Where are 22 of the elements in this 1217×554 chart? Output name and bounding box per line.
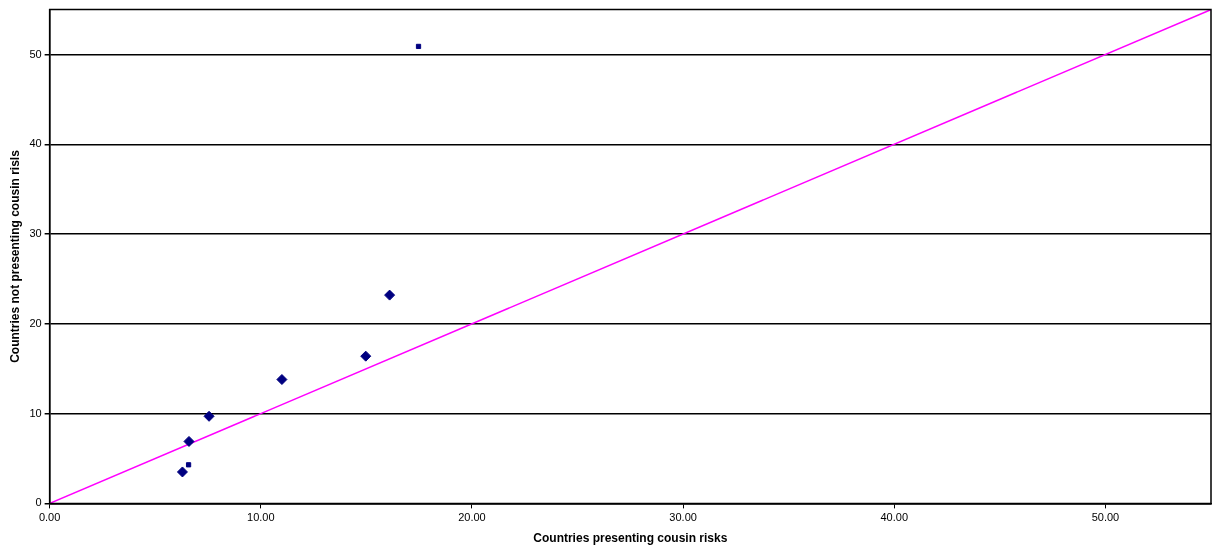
point xyxy=(183,435,195,447)
y-tick-label: 40 xyxy=(29,137,42,150)
x-tick-label: 40.00 xyxy=(880,511,909,524)
point xyxy=(415,43,422,50)
point xyxy=(360,350,372,362)
point xyxy=(276,374,288,385)
x-tick-label: 20.00 xyxy=(458,511,486,524)
x-tick-label: 0.00 xyxy=(38,511,61,524)
y-tick-label: 30 xyxy=(29,227,42,240)
y-tick-label: 50 xyxy=(29,47,42,60)
point xyxy=(384,289,396,301)
x-tick-label: 50.00 xyxy=(1091,511,1120,524)
y-tick-label: 20 xyxy=(29,316,42,329)
point xyxy=(203,410,215,422)
y-tick-label: 0 xyxy=(35,496,42,509)
x-tick-label: 10.00 xyxy=(247,511,275,524)
x-axis-title: Countries presenting cousin risks xyxy=(533,531,728,546)
x-tick-label: 30.00 xyxy=(669,511,697,524)
point xyxy=(176,466,188,478)
y-tick-label: 10 xyxy=(29,406,42,419)
point xyxy=(185,462,192,468)
y-axis-title: Countries not presenting cousin risls xyxy=(7,149,22,363)
